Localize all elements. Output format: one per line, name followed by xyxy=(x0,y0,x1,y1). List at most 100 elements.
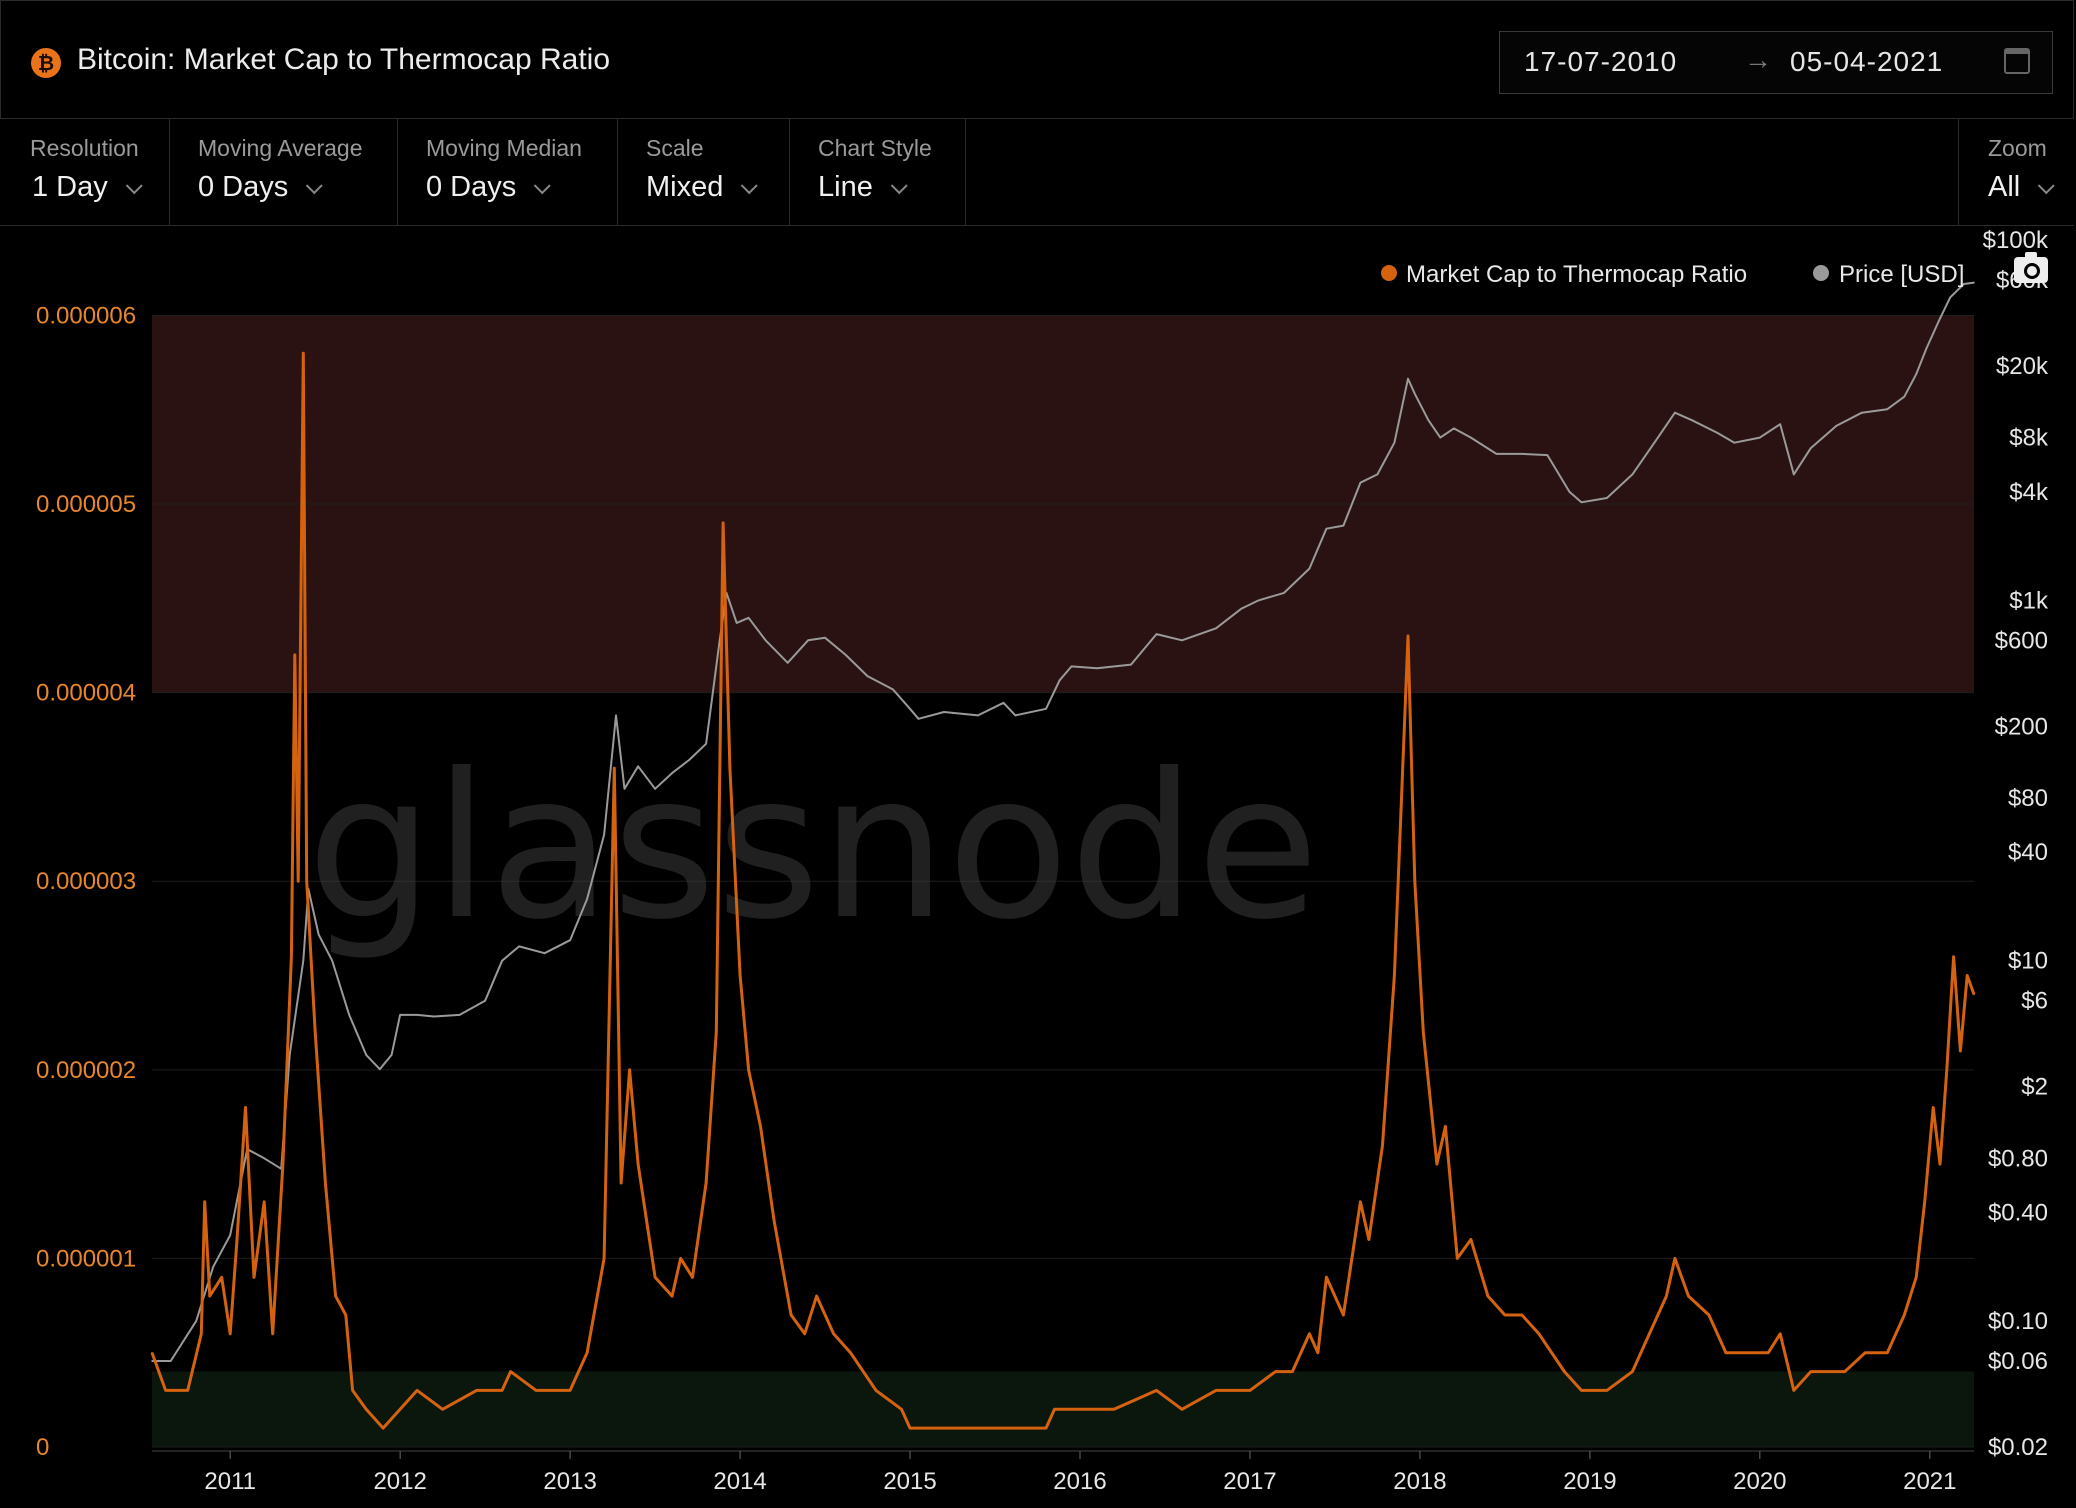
data-point xyxy=(1521,453,1523,455)
data-point xyxy=(1793,1389,1795,1392)
data-point xyxy=(705,743,707,745)
data-point xyxy=(518,945,520,948)
right-tick-label: $80 xyxy=(2008,785,2048,812)
data-point xyxy=(688,759,690,761)
data-point xyxy=(416,1389,418,1392)
chevron-down-icon xyxy=(306,177,323,195)
chart-title: Bitcoin: Market Cap to Thermocap Ratio xyxy=(77,43,611,76)
data-point xyxy=(302,959,305,962)
date-from[interactable]: 17-07-2010 xyxy=(1524,46,1678,77)
moving-median-value[interactable]: 0 Days xyxy=(426,171,517,203)
data-point xyxy=(1414,393,1416,395)
data-point xyxy=(229,1234,231,1236)
data-point xyxy=(1606,497,1608,499)
chart-area: glassnode 0 0.000001 0.000002 0.000003 0.000… xyxy=(36,227,2049,1495)
calendar-icon[interactable] xyxy=(2004,48,2030,74)
data-point xyxy=(1546,454,1549,456)
data-point xyxy=(1456,1257,1459,1260)
data-point xyxy=(1925,347,1928,350)
data-point xyxy=(1810,1370,1812,1373)
date-arrow: → xyxy=(1744,44,1772,75)
data-point xyxy=(613,767,616,769)
resolution-label: Resolution xyxy=(30,135,139,161)
data-point xyxy=(628,1069,631,1071)
right-tick-label: $0.10 xyxy=(1988,1308,2048,1335)
data-point xyxy=(475,1389,478,1392)
data-point xyxy=(1359,481,1362,484)
x-tick-label: 2017 xyxy=(1223,1468,1276,1495)
data-point xyxy=(1648,1333,1651,1335)
data-point xyxy=(654,788,656,790)
data-point xyxy=(623,788,626,790)
data-point xyxy=(637,765,639,768)
chevron-down-icon xyxy=(741,177,759,195)
data-point xyxy=(1368,1238,1370,1241)
right-axis: $0.02 $0.06 $0.10 $0.40 $0.80 $2 $6 $10 $40 $80 $2… xyxy=(1983,227,2049,1461)
data-point xyxy=(715,1031,718,1033)
data-point xyxy=(1750,1351,1753,1354)
x-tick-label: 2019 xyxy=(1563,1468,1616,1495)
data-point xyxy=(603,1257,605,1260)
data-point xyxy=(773,1219,775,1222)
data-point xyxy=(1844,1370,1846,1373)
data-point xyxy=(203,1201,206,1203)
right-tick-label: $200 xyxy=(1995,713,2048,740)
legend-ratio-label[interactable]: Market Cap to Thermocap Ratio xyxy=(1406,261,1747,288)
data-point xyxy=(1342,1314,1345,1316)
data-point xyxy=(586,1351,588,1354)
zoom-select[interactable]: Zoom All xyxy=(1958,119,2074,225)
data-point xyxy=(735,622,738,624)
data-point xyxy=(433,1015,435,1018)
data-point xyxy=(1359,1201,1362,1203)
date-to[interactable]: 05-04-2021 xyxy=(1790,46,1944,77)
scale-value[interactable]: Mixed xyxy=(646,171,724,203)
data-point xyxy=(1181,1408,1183,1411)
camera-icon[interactable] xyxy=(2014,252,2048,283)
data-point xyxy=(1130,663,1132,666)
data-point xyxy=(807,639,809,642)
resolution-select[interactable]: Resolution 1 Day xyxy=(0,119,170,225)
left-axis: 0 0.000001 0.000002 0.000003 0.000004 0.00000… xyxy=(36,302,136,1461)
right-tick-label: $600 xyxy=(1995,627,2048,654)
right-tick-label: $10 xyxy=(2008,948,2048,975)
date-range-picker[interactable]: 17-07-2010 → 05-04-2021 xyxy=(1499,31,2053,94)
data-point xyxy=(1045,1427,1047,1429)
legend-price-label[interactable]: Price [USD] xyxy=(1839,261,1964,288)
data-point xyxy=(1939,1163,1941,1165)
data-point xyxy=(365,1408,368,1411)
data-point xyxy=(790,1314,792,1316)
left-tick-label: 0.000003 xyxy=(36,868,136,895)
data-point xyxy=(875,1389,877,1392)
scale-select[interactable]: Scale Mixed xyxy=(618,119,790,225)
chart-style-select[interactable]: Chart Style Line xyxy=(790,119,966,225)
data-point xyxy=(209,1295,211,1297)
moving-average-value[interactable]: 0 Days xyxy=(198,171,289,203)
resolution-value[interactable]: 1 Day xyxy=(32,171,108,203)
data-point xyxy=(1470,436,1472,439)
data-point xyxy=(1274,1370,1277,1373)
x-tick-label: 2012 xyxy=(373,1468,426,1495)
data-point xyxy=(1414,880,1416,882)
data-point xyxy=(671,1295,673,1297)
data-point xyxy=(815,1295,818,1297)
data-point xyxy=(1606,1389,1608,1392)
data-point xyxy=(1708,1314,1710,1316)
data-point xyxy=(1903,1314,1906,1316)
left-tick-label: 0.000004 xyxy=(36,680,136,707)
moving-median-select[interactable]: Moving Median 0 Days xyxy=(398,119,618,225)
x-tick-label: 2021 xyxy=(1903,1468,1956,1495)
data-point xyxy=(1580,1389,1583,1392)
data-point xyxy=(305,880,308,882)
data-point xyxy=(1045,708,1047,710)
data-point xyxy=(1949,296,1951,299)
data-point xyxy=(229,1333,231,1335)
data-point xyxy=(1381,1144,1384,1147)
data-point xyxy=(1952,955,1955,958)
chart-style-value[interactable]: Line xyxy=(818,171,873,203)
zoom-value[interactable]: All xyxy=(1988,171,2021,203)
moving-average-select[interactable]: Moving Average 0 Days xyxy=(170,119,398,225)
grid-lines xyxy=(152,314,1974,1448)
watermark-text: glassnode xyxy=(307,731,1320,964)
chevron-down-icon xyxy=(534,177,551,195)
data-point xyxy=(324,1182,327,1184)
